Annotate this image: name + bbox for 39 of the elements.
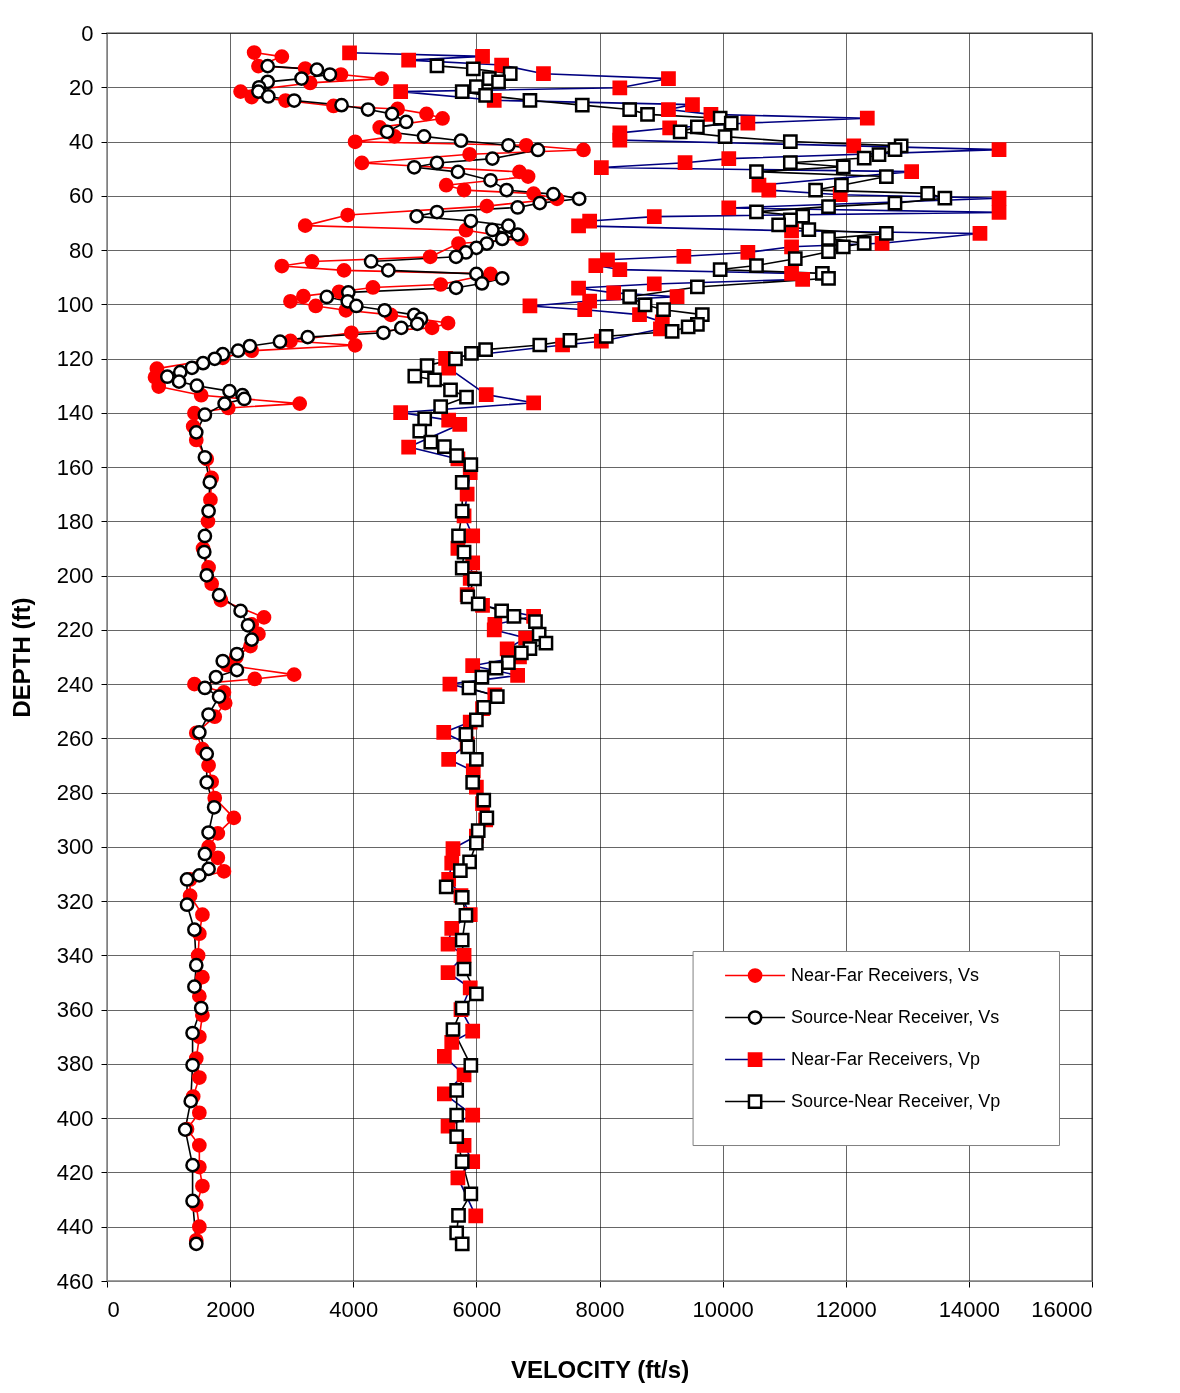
x-tick-label: 10000 xyxy=(692,1296,754,1322)
y-tick-label: 420 xyxy=(56,1159,94,1185)
y-tick-label: 0 xyxy=(81,20,94,46)
x-tick-label: 2000 xyxy=(206,1296,256,1322)
y-tick-label: 280 xyxy=(56,780,94,806)
y-tick-label: 320 xyxy=(56,888,94,914)
y-tick-label: 460 xyxy=(56,1268,94,1294)
y-tick-label: 100 xyxy=(56,291,94,317)
y-tick-label: 300 xyxy=(56,834,94,860)
x-tick-label: 6000 xyxy=(452,1296,502,1322)
x-axis-title: VELOCITY (ft/s) xyxy=(510,1355,690,1383)
x-tick-label: 12000 xyxy=(815,1296,877,1322)
y-tick-label: 20 xyxy=(69,74,94,100)
y-tick-label: 40 xyxy=(69,129,94,155)
y-tick-label: 240 xyxy=(56,671,94,697)
y-tick-label: 80 xyxy=(69,237,94,263)
y-tick-label: 260 xyxy=(56,725,94,751)
y-tick-label: 340 xyxy=(56,942,94,968)
y-tick-label: 180 xyxy=(56,508,94,534)
y-tick-label: 400 xyxy=(56,1105,94,1131)
x-tick-label: 8000 xyxy=(575,1296,625,1322)
y-tick-label: 140 xyxy=(56,400,94,426)
y-tick-label: 380 xyxy=(56,1051,94,1077)
legend-label: Source-Near Receiver, Vp xyxy=(791,1090,1001,1111)
x-tick-label: 14000 xyxy=(938,1296,1000,1322)
legend-label: Source-Near Receiver, Vs xyxy=(791,1006,1000,1027)
legend-label: Near-Far Receivers, Vp xyxy=(791,1048,981,1069)
y-tick-label: 60 xyxy=(69,183,94,209)
y-tick-label: 120 xyxy=(56,346,94,372)
legend-label: Near-Far Receivers, Vs xyxy=(791,964,980,985)
y-tick-label: 200 xyxy=(56,563,94,589)
x-tick-label: 0 xyxy=(107,1296,120,1322)
y-axis-title: DEPTH (ft) xyxy=(7,597,35,718)
y-tick-label: 440 xyxy=(56,1214,94,1240)
x-tick-label: 4000 xyxy=(329,1296,379,1322)
y-tick-label: 360 xyxy=(56,997,94,1023)
y-tick-label: 220 xyxy=(56,617,94,643)
y-tick-label: 160 xyxy=(56,454,94,480)
x-tick-label: 16000 xyxy=(1031,1296,1093,1322)
